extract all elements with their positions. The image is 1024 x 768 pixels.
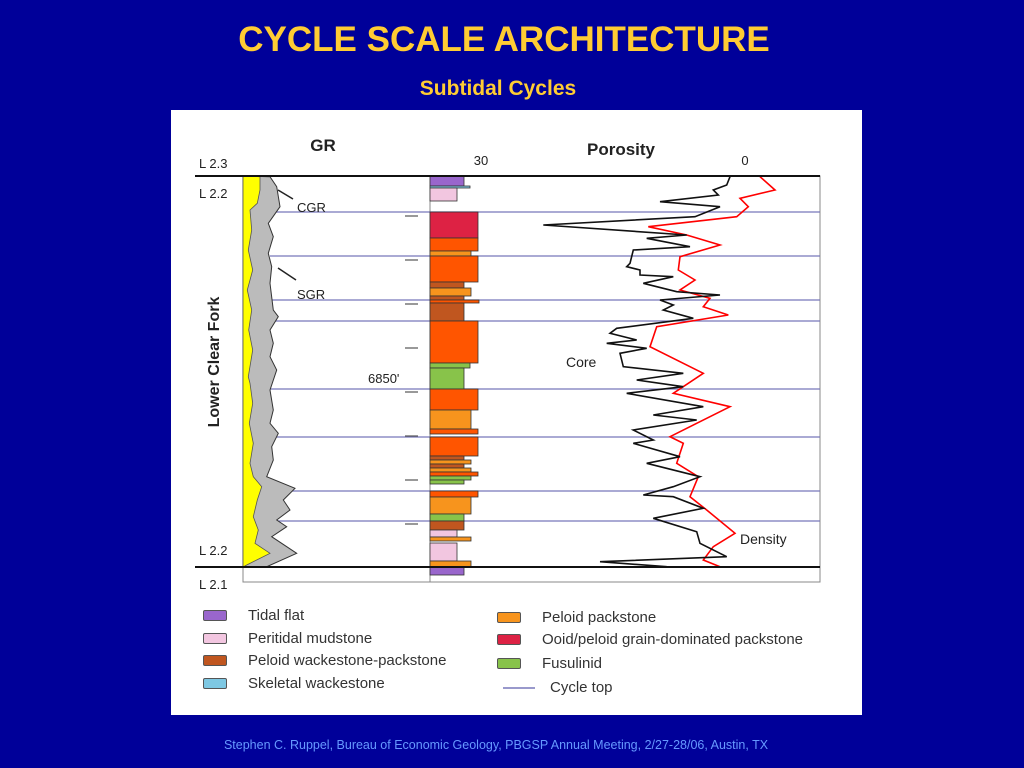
legend-label: Skeletal wackestone (248, 675, 385, 692)
lithology-bed (429, 542, 458, 562)
lithology-bed (429, 520, 465, 531)
legend-label: Fusulinid (542, 655, 603, 672)
porosity-header: Porosity (587, 140, 656, 159)
marker-l2-1: L 2.1 (199, 577, 227, 592)
lithology-bed (429, 471, 479, 477)
density-curve (648, 176, 777, 568)
legend-label: Peloid packstone (542, 609, 657, 626)
porosity-scale-left: 30 (474, 153, 488, 168)
legend-item-tidal-flat: Tidal flat (203, 607, 304, 624)
lithology-bed (429, 513, 465, 522)
legend-item-peritidal-mudstone: Peritidal mudstone (203, 630, 372, 647)
legend-label: Cycle top (550, 679, 613, 696)
lithology-bed (429, 287, 472, 297)
lithology-bed (429, 436, 479, 457)
porosity-scale-right: 0 (741, 153, 748, 168)
lithology-bed (429, 455, 465, 461)
lithology-bed (429, 459, 472, 465)
legend-label: Ooid/peloid grain-dominated packstone (542, 631, 803, 648)
lithology-bed (429, 299, 480, 304)
depth-label: 6850' (368, 371, 399, 386)
lithology-bed (429, 463, 465, 469)
sgr-leader-line (277, 267, 297, 281)
lithology-bed (429, 250, 472, 257)
lithology-bed (429, 367, 465, 390)
lithology-bed (429, 187, 458, 202)
legend-item-skeletal-wackestone: Skeletal wackestone (203, 675, 385, 692)
legend-line-swatch (503, 686, 535, 689)
lithology-bed (429, 566, 465, 576)
lithology-bed (429, 536, 472, 542)
lithology-bed (429, 175, 465, 187)
lithology-bed (429, 302, 465, 322)
lithology-bed (429, 320, 479, 364)
legend-item-ooid-peloid-packstone: Ooid/peloid grain-dominated packstone (497, 631, 803, 648)
legend-label: Peloid wackestone-packstone (248, 652, 447, 669)
lithology-bed (429, 388, 479, 411)
legend-swatch (497, 634, 521, 645)
lithology-bed (429, 490, 479, 498)
cgr-curve-fill (242, 175, 271, 568)
lithology-bed (429, 281, 465, 289)
lithology-bed (429, 255, 479, 283)
legend-item-cycle-top: Cycle top (503, 679, 613, 696)
marker-l2-3: L 2.3 (199, 156, 227, 171)
lithology-bed (429, 295, 465, 301)
lithology-bed (429, 428, 479, 435)
lithology-bed (429, 529, 458, 538)
log-curves (195, 175, 820, 568)
sgr-curve-fill (242, 175, 298, 568)
slide-title: CYCLE SCALE ARCHITECTURE (238, 20, 770, 59)
cgr-label: CGR (297, 200, 326, 215)
lithology-bed (429, 409, 472, 430)
lithology-bed (429, 237, 479, 252)
gr-header: GR (310, 136, 336, 155)
core-label: Core (566, 354, 597, 370)
legend-swatch (203, 633, 227, 644)
legend-label: Peritidal mudstone (248, 630, 373, 647)
lithology-bed (429, 475, 472, 481)
lithology-bed (429, 479, 465, 485)
legend-swatch (497, 658, 521, 669)
density-label: Density (740, 531, 787, 547)
legend-item-fusulinid: Fusulinid (497, 655, 602, 672)
legend-swatch (203, 655, 227, 666)
footer-credit: Stephen C. Ruppel, Bureau of Economic Ge… (223, 738, 769, 752)
legend-swatch (497, 612, 521, 623)
marker-l2-2-bottom: L 2.2 (199, 543, 227, 558)
cycle-top-lines (270, 211, 820, 525)
legend-swatch (203, 678, 227, 689)
slide-subtitle: Subtidal Cycles (419, 77, 577, 100)
legend-item-peloid-packstone: Peloid packstone (497, 609, 656, 626)
sgr-label: SGR (297, 287, 325, 302)
lithology-bed (429, 362, 471, 369)
legend-item-peloid-wackestone-packstone: Peloid wackestone-packstone (203, 652, 446, 669)
legend-label: Tidal flat (248, 607, 305, 624)
formation-label: Lower Clear Fork (206, 297, 223, 428)
lithology-column (429, 175, 480, 576)
cgr-leader-line (277, 189, 294, 200)
marker-l2-2-top: L 2.2 (199, 186, 227, 201)
legend-swatch (203, 610, 227, 621)
lithology-bed (429, 211, 479, 239)
lithology-bed (429, 467, 472, 473)
core-porosity-curve (543, 176, 731, 568)
lithology-bed (429, 496, 472, 515)
